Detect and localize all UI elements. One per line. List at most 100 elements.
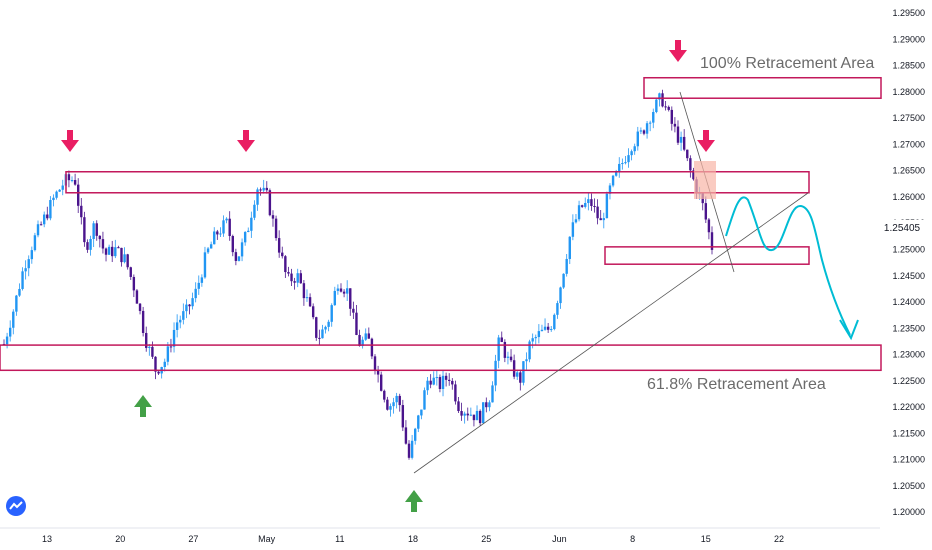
candle-body (686, 149, 689, 159)
candle-body (559, 287, 562, 304)
candle-body (5, 336, 9, 345)
candle-body (135, 290, 139, 304)
logo-icon (6, 496, 26, 516)
candle-body (448, 379, 451, 381)
candle-body (330, 305, 333, 322)
candle-body (30, 250, 34, 260)
candle-body (469, 414, 473, 416)
candle-body (342, 291, 346, 294)
candle-body (290, 273, 293, 282)
candle-body (305, 297, 309, 299)
x-tick-label: May (258, 534, 276, 544)
candle-body (349, 288, 352, 309)
candle-body (27, 259, 30, 269)
candle-body (200, 277, 204, 283)
candle-body (148, 346, 151, 348)
candle-body (392, 402, 395, 407)
candle-body (429, 380, 432, 385)
candle-body (710, 232, 714, 250)
y-tick-label: 1.22500 (892, 376, 925, 386)
candle-body (8, 327, 12, 337)
candle-body (336, 288, 340, 291)
candle-body (154, 356, 157, 372)
y-tick-label: 1.29000 (892, 34, 925, 44)
candle-body (83, 217, 86, 243)
candle-body (231, 236, 234, 253)
candle-body (503, 341, 507, 358)
candle-body (107, 246, 111, 255)
candle-body (553, 314, 556, 330)
candle-body (299, 273, 303, 284)
candle-body (423, 390, 426, 410)
candle-body (571, 222, 575, 237)
candle-body (676, 126, 680, 143)
candle-body (655, 99, 658, 113)
candle-body (55, 191, 58, 198)
candle-body (352, 308, 355, 313)
candle-body (293, 281, 296, 283)
y-tick-label: 1.28500 (892, 61, 925, 71)
candle-body (512, 360, 516, 377)
candle-body (500, 337, 503, 342)
candle-body (117, 247, 120, 249)
candle-body (543, 326, 547, 330)
candle-body (478, 410, 482, 424)
candle-body (642, 130, 646, 134)
candle-body (194, 288, 197, 299)
candle-body (138, 303, 142, 311)
candle-body (562, 273, 565, 288)
candle-body (33, 235, 37, 251)
candle-body (18, 288, 21, 296)
candle-body (383, 390, 386, 400)
candle-body (441, 375, 445, 389)
y-tick-label: 1.24000 (892, 297, 925, 307)
candle-body (247, 230, 250, 232)
candle-body (605, 193, 609, 219)
candle-body (327, 321, 330, 327)
candle-body (593, 206, 596, 208)
candle-body (315, 317, 318, 338)
y-tick-label: 1.23500 (892, 323, 925, 333)
y-tick-label: 1.21000 (892, 455, 925, 465)
candle-body (639, 130, 643, 132)
candle-body (707, 219, 711, 233)
x-tick-label: 18 (408, 534, 418, 544)
candle-body (234, 252, 238, 261)
candle-body (339, 288, 343, 292)
candle-body (611, 175, 615, 186)
candle-body (49, 200, 52, 219)
candle-body (670, 109, 674, 124)
y-tick-label: 1.25000 (892, 244, 925, 254)
candle-body (243, 231, 247, 243)
candle-body (129, 267, 132, 277)
candle-body (333, 290, 337, 306)
sell-arrow-icon (61, 130, 79, 152)
candle-body (361, 339, 364, 347)
candle-body (281, 252, 284, 257)
candle-body (667, 106, 670, 110)
candle-body (225, 218, 228, 221)
candle-body (599, 218, 602, 221)
candle-body (621, 163, 624, 165)
candle-body (630, 151, 633, 156)
candle-body (624, 162, 627, 164)
candle-body (250, 217, 253, 231)
candle-body (321, 329, 324, 339)
candle-body (407, 443, 411, 458)
y-tick-label: 1.26500 (892, 166, 925, 176)
candle-body (516, 372, 519, 377)
candle-body (58, 189, 61, 192)
candle-body (166, 346, 170, 362)
candle-body (367, 333, 371, 339)
candle-body (86, 242, 89, 250)
candle-body (132, 276, 136, 291)
candle-body (519, 372, 522, 383)
candle-body (237, 256, 241, 261)
candle-body (704, 203, 708, 220)
x-tick-label: 25 (481, 534, 491, 544)
candle-body (584, 203, 587, 207)
candle-body (417, 415, 420, 429)
y-tick-label: 1.27000 (892, 139, 925, 149)
y-tick-label: 1.21500 (892, 428, 925, 438)
